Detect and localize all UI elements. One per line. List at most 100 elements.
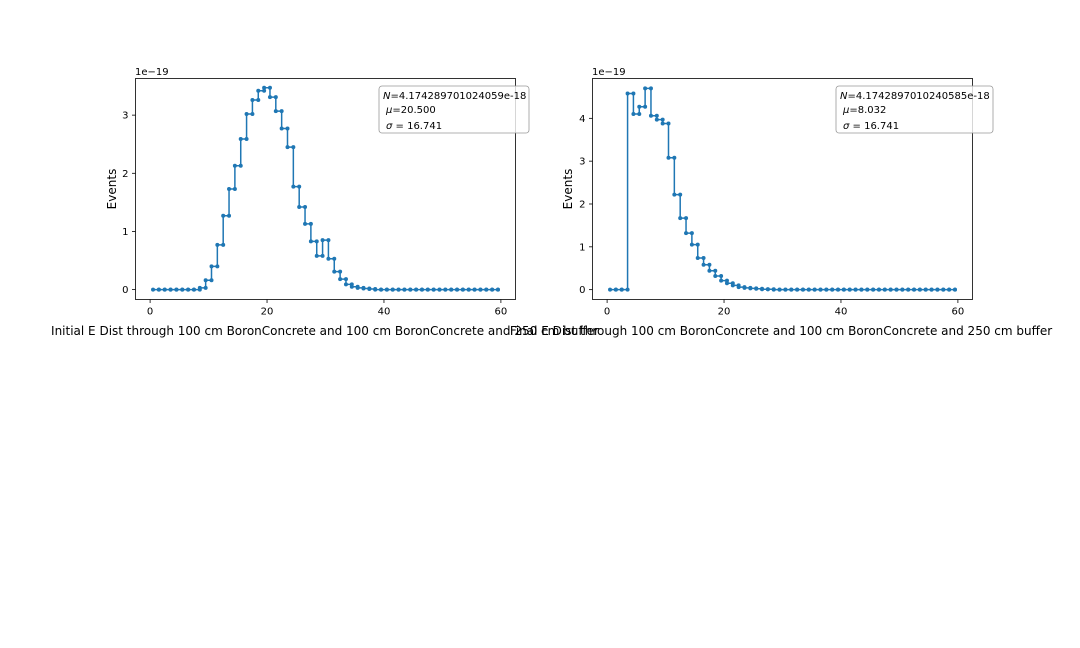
step-point xyxy=(256,98,261,103)
step-point xyxy=(648,86,653,91)
step-point xyxy=(221,242,226,247)
data-point xyxy=(777,287,782,292)
initial-e-dist-panel: 1e−19 Events Initial E Dist through 100 … xyxy=(51,67,599,338)
step-point xyxy=(279,109,284,114)
data-point xyxy=(355,285,360,290)
axes-frame xyxy=(592,78,973,300)
x-axis-label: Initial E Dist through 100 cm BoronConcr… xyxy=(51,324,599,338)
final-e-dist-panel: 1e−19 Events Final E Dist through 100 cm… xyxy=(510,67,1052,338)
step-point xyxy=(320,253,325,258)
data-point xyxy=(701,262,706,267)
data-point xyxy=(631,112,636,117)
data-point xyxy=(402,287,407,292)
step-point xyxy=(643,104,648,109)
step-point xyxy=(625,287,630,292)
step-point xyxy=(209,278,214,283)
data-point xyxy=(912,287,917,292)
axes-frame xyxy=(135,78,516,300)
data-point xyxy=(841,287,846,292)
x-tick-label: 0 xyxy=(604,307,610,318)
data-point xyxy=(929,287,934,292)
legend: N=4.1742897010240585e-18 μ=8.032 σ = 16.… xyxy=(835,85,994,134)
data-point xyxy=(367,287,372,292)
data-point xyxy=(449,287,454,292)
data-point xyxy=(906,287,911,292)
plot-area xyxy=(151,85,500,292)
step-point xyxy=(267,85,272,90)
data-point xyxy=(660,121,665,126)
data-point xyxy=(625,91,630,96)
data-point xyxy=(888,287,893,292)
data-point xyxy=(250,98,255,103)
plot-area xyxy=(608,86,957,292)
x-tick-label: 0 xyxy=(147,307,153,318)
data-point xyxy=(484,287,489,292)
data-point xyxy=(168,287,173,292)
x-tick-label: 60 xyxy=(952,307,965,318)
step-point xyxy=(332,256,337,261)
data-point xyxy=(186,287,191,292)
data-point xyxy=(384,287,389,292)
data-point xyxy=(279,126,284,131)
step-point xyxy=(215,264,220,269)
step-point xyxy=(232,187,237,191)
data-point xyxy=(865,287,870,292)
data-point xyxy=(174,287,179,292)
data-point xyxy=(273,109,278,114)
step-point xyxy=(666,121,671,126)
data-point xyxy=(232,163,237,168)
step-point xyxy=(338,269,343,274)
data-point xyxy=(654,117,659,122)
step-point xyxy=(672,155,677,160)
data-point xyxy=(291,184,296,189)
data-point xyxy=(613,287,618,292)
legend-line-mu: μ=8.032 xyxy=(842,105,886,116)
data-point xyxy=(672,192,677,197)
step-point xyxy=(244,136,249,141)
data-point xyxy=(830,287,835,292)
step-point xyxy=(719,273,724,278)
data-point xyxy=(795,287,800,292)
data-point xyxy=(748,286,753,291)
legend-line-sigma: σ = 16.741 xyxy=(843,121,899,132)
data-point xyxy=(221,213,226,218)
y-tick-label: 3 xyxy=(579,157,585,168)
step-point xyxy=(713,268,718,273)
data-point xyxy=(619,287,624,292)
step-point xyxy=(285,126,290,131)
legend-line-sigma: σ = 16.741 xyxy=(386,121,442,132)
data-point xyxy=(361,286,366,291)
step-point xyxy=(326,238,331,243)
data-point xyxy=(227,187,232,191)
y-axis-label: Events xyxy=(105,169,119,210)
data-point xyxy=(244,111,249,116)
y-tick-label: 2 xyxy=(579,199,585,210)
data-point xyxy=(806,287,811,292)
data-point xyxy=(267,95,272,100)
data-point xyxy=(707,268,712,273)
x-tick-label: 40 xyxy=(835,307,848,318)
data-point xyxy=(765,287,770,292)
data-point xyxy=(917,287,922,292)
x-axis-label: Final E Dist through 100 cm BoronConcret… xyxy=(510,324,1052,338)
tick-group: 0 20 40 60 0 1 2 3 xyxy=(122,111,507,318)
data-point xyxy=(332,269,337,274)
data-point xyxy=(771,287,776,292)
data-point xyxy=(408,287,413,292)
x-tick-label: 20 xyxy=(261,307,274,318)
data-point xyxy=(478,287,483,292)
data-point xyxy=(156,287,161,292)
step-point xyxy=(689,231,694,236)
step-point xyxy=(660,117,665,122)
legend-line-mu: μ=20.500 xyxy=(385,105,436,116)
data-point xyxy=(373,287,378,292)
data-point xyxy=(719,278,724,283)
data-point xyxy=(343,282,348,287)
data-point xyxy=(818,287,823,292)
data-point xyxy=(695,255,700,260)
data-point xyxy=(414,287,419,292)
data-point xyxy=(947,287,952,292)
data-point xyxy=(338,277,343,282)
y-tick-label: 1 xyxy=(579,242,585,253)
data-point xyxy=(876,287,881,292)
